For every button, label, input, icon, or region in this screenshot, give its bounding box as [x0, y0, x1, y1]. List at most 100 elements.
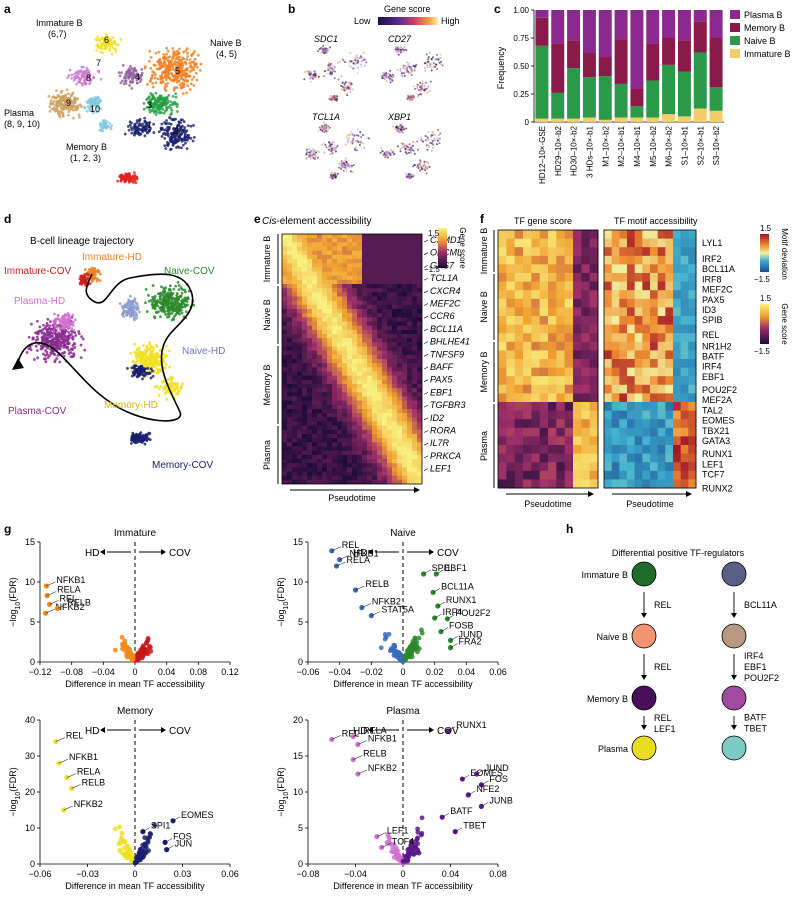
heatmap-cell	[412, 292, 418, 297]
gene-score-point	[341, 58, 344, 61]
gene-score-point	[342, 161, 345, 164]
umap-point	[110, 124, 114, 127]
gene-score-point	[333, 143, 336, 146]
heatmap-cell	[342, 350, 348, 356]
gene-score-point	[336, 95, 339, 98]
umap-point	[174, 74, 177, 78]
trajectory-point	[58, 340, 62, 344]
gene-score-point	[309, 157, 312, 160]
heatmap-cell	[387, 371, 393, 377]
gene-score-point	[306, 72, 309, 75]
heatmap-cell	[292, 342, 298, 347]
trajectory-point	[161, 290, 165, 294]
bar-segment	[693, 108, 707, 122]
heatmap-cell	[372, 317, 378, 322]
trajectory-point	[139, 437, 143, 440]
umap-point	[176, 124, 180, 128]
umap-point	[73, 76, 76, 79]
gene-score-point	[329, 152, 332, 155]
gene-score-point	[433, 139, 436, 142]
heatmap-cell	[362, 363, 368, 368]
heatmap-cell	[342, 338, 348, 343]
trajectory-point	[175, 294, 179, 297]
trajectory-point	[132, 373, 136, 377]
bar-segment	[693, 52, 707, 109]
heatmap-cell	[352, 371, 358, 377]
heatmap-cell	[282, 254, 288, 260]
heatmap-cell	[292, 379, 298, 385]
heatmap-cell	[387, 254, 393, 260]
gene-score-point	[388, 76, 391, 79]
heatmap-cell	[387, 300, 393, 306]
gene-score-point	[314, 151, 317, 154]
umap-point	[162, 52, 166, 56]
heatmap-cell	[312, 254, 318, 260]
umap-point	[156, 97, 160, 101]
umap-point	[100, 128, 104, 132]
umap-point	[120, 71, 123, 74]
bar-segment	[677, 40, 691, 72]
heatmap-cell	[332, 325, 338, 331]
heatmap-cell	[307, 238, 313, 243]
heatmap-cell	[322, 350, 328, 356]
gene-score-point	[425, 139, 428, 142]
gene-score-point	[413, 164, 416, 167]
heatmap-cell	[297, 284, 303, 289]
trajectory-point	[176, 392, 180, 396]
c-x-tick-label: HD29–10×-b2	[554, 125, 563, 176]
umap-point	[88, 109, 92, 112]
umap-point	[189, 136, 193, 140]
umap-point	[178, 68, 182, 72]
heatmap-cell	[357, 367, 363, 372]
umap-point	[64, 105, 68, 109]
heatmap-cell	[377, 284, 383, 289]
heatmap-cell	[307, 267, 313, 272]
heatmap-cell	[317, 379, 323, 385]
heatmap-cell	[407, 296, 413, 302]
heatmap-cell	[377, 325, 383, 331]
heatmap-cell	[357, 309, 363, 314]
trajectory-point	[184, 304, 188, 307]
trajectory-point	[145, 310, 149, 313]
heatmap-cell	[307, 279, 313, 285]
gene-score-point	[362, 51, 365, 54]
heatmap-cell	[307, 284, 313, 289]
trajectory-point	[178, 309, 182, 313]
trajectory-point	[140, 370, 144, 373]
heatmap-cell	[352, 367, 358, 372]
heatmap-cell	[407, 309, 413, 314]
umap-point	[156, 77, 160, 81]
heatmap-cell	[392, 284, 398, 289]
heatmap-cell	[282, 304, 288, 310]
heatmap-cell	[332, 334, 338, 339]
trajectory-point	[165, 397, 169, 401]
heatmap-cell	[342, 371, 348, 377]
heatmap-cell	[372, 363, 378, 368]
heatmap-cell	[412, 346, 418, 352]
heatmap-cell	[317, 292, 323, 297]
legend-label: Plasma B	[744, 10, 783, 20]
umap-point	[194, 62, 198, 66]
umap-point	[80, 74, 84, 78]
heatmap-cell	[357, 325, 363, 331]
gene-score-point	[425, 144, 428, 147]
heatmap-cell	[362, 284, 368, 289]
heatmap-cell	[317, 388, 323, 393]
heatmap-cell	[322, 321, 328, 327]
trajectory-point	[90, 266, 94, 270]
umap-point	[156, 100, 160, 104]
heatmap-cell	[337, 384, 343, 389]
heatmap-cell	[342, 334, 348, 339]
gene-score-point	[349, 91, 352, 94]
gene-score-point	[311, 151, 314, 154]
heatmap-cell	[407, 304, 413, 310]
gene-score-point	[410, 95, 413, 98]
heatmap-cell	[377, 242, 383, 247]
gene-score-point	[427, 162, 430, 165]
heatmap-cell	[397, 259, 403, 264]
heatmap-cell	[372, 263, 378, 268]
trajectory-point	[133, 342, 137, 346]
gene-score-point	[423, 87, 426, 90]
trajectory-point	[59, 345, 63, 348]
umap-point	[195, 78, 199, 82]
